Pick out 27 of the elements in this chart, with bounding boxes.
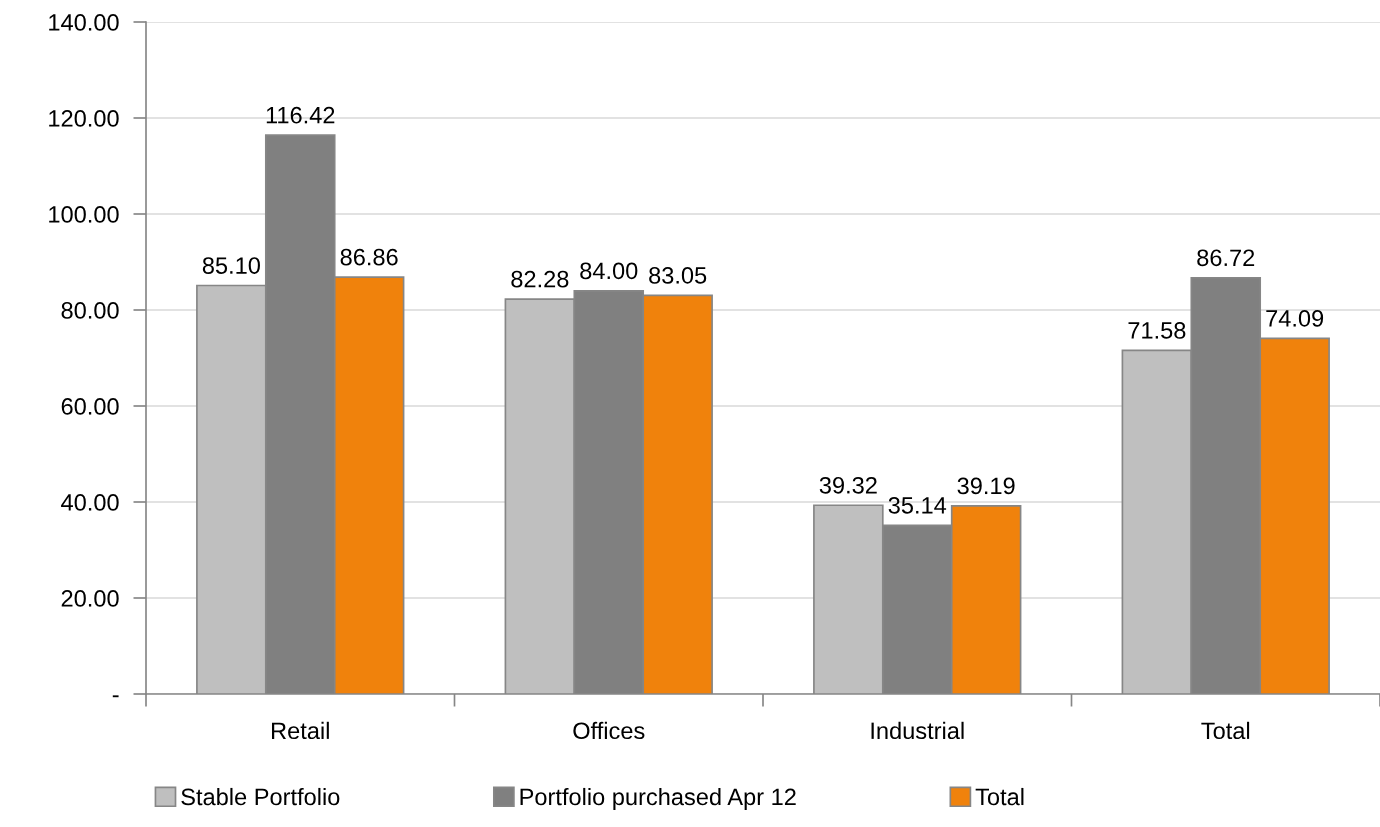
legend-label: Portfolio purchased Apr 12 [520, 787, 796, 810]
y-tick-label: - [112, 695, 119, 698]
data-label: 39.32 [819, 476, 877, 494]
data-label: 85.10 [202, 257, 260, 274]
legend-label: Total [975, 787, 1024, 806]
x-tick-label: Retail [272, 721, 329, 740]
y-tick-label: 120.00 [49, 110, 119, 127]
data-label: 84.00 [580, 262, 638, 280]
data-label: 86.86 [340, 248, 398, 266]
legend-label: Stable Portfolio [181, 787, 340, 806]
y-tick-label: 100.00 [49, 206, 119, 223]
y-tick-label: 140.00 [49, 14, 119, 31]
y-tick-label: 60.00 [61, 398, 119, 415]
y-tick-label: 80.00 [61, 302, 119, 319]
data-label: 82.28 [511, 270, 569, 288]
data-label: 116.42 [266, 106, 335, 124]
data-label: 83.05 [649, 267, 707, 284]
data-label: 39.19 [957, 477, 1015, 495]
x-tick-label: Offices [573, 721, 645, 740]
y-tick-label: 40.00 [61, 494, 119, 511]
x-tick-label: Total [1201, 721, 1250, 740]
x-tick-label: Industrial [871, 721, 964, 740]
data-label: 71.58 [1128, 322, 1186, 339]
data-label: 35.14 [888, 497, 947, 514]
y-tick-label: 20.00 [61, 590, 119, 607]
data-label: 86.72 [1197, 249, 1255, 267]
data-label: 74.09 [1266, 310, 1324, 327]
